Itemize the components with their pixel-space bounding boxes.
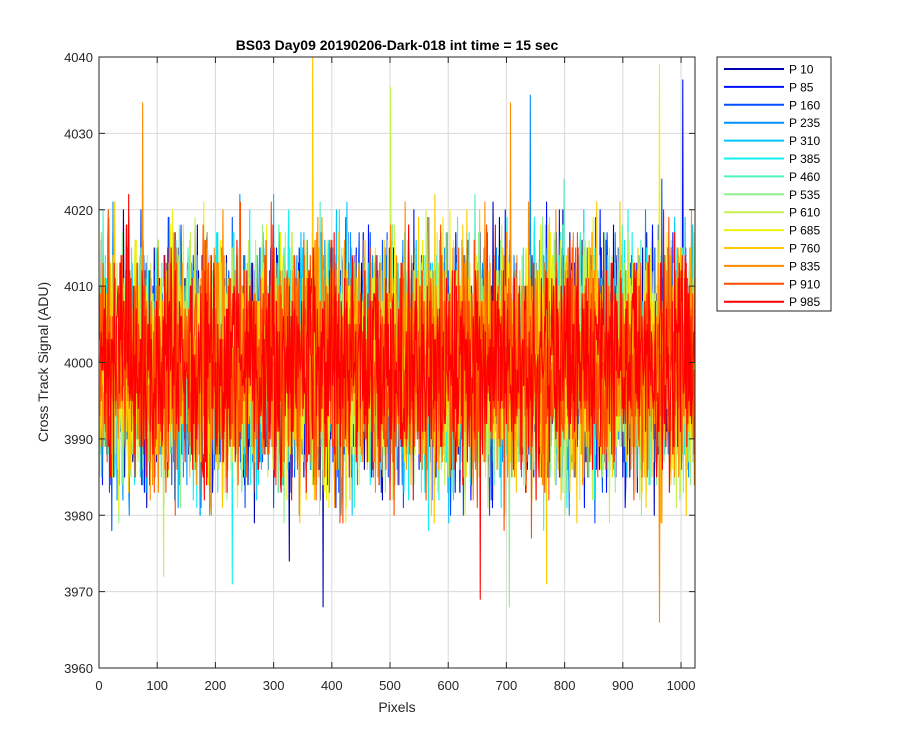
legend-box: [716, 56, 832, 312]
legend[interactable]: P 10 P 85 P 160 P 235 P 310 P 385 P 460 P 535 P …: [716, 56, 832, 312]
legend-item[interactable]: P 835: [724, 259, 820, 273]
x-tick-label: 600: [437, 678, 459, 693]
legend-item[interactable]: P 160: [724, 98, 820, 112]
legend-label: P 910: [789, 277, 820, 291]
y-tick-label: 4030: [64, 126, 93, 141]
legend-item[interactable]: P 235: [724, 116, 820, 130]
legend-label: P 685: [789, 224, 820, 238]
y-tick-label: 3990: [64, 432, 93, 447]
x-axis-label: Pixels: [378, 699, 415, 715]
y-tick-label: 4040: [64, 50, 93, 65]
x-tick-label: 800: [554, 678, 576, 693]
legend-label: P 160: [789, 98, 820, 112]
tick-layer: 0 100 200 300 400 500 600 700 800 900 1000 3960 3970…: [64, 50, 695, 693]
y-tick-label: 3960: [64, 661, 93, 676]
chart-title: BS03 Day09 20190206-Dark-018 int time = …: [236, 37, 559, 53]
legend-label: P 385: [789, 152, 820, 166]
x-tick-label: 200: [205, 678, 227, 693]
legend-item[interactable]: P 760: [724, 242, 820, 256]
legend-item[interactable]: P 10: [724, 63, 814, 77]
legend-items: P 10 P 85 P 160 P 235 P 310 P 385 P 460 P 535 P …: [724, 63, 820, 309]
x-tick-label: 1000: [667, 678, 696, 693]
x-tick-label: 400: [321, 678, 343, 693]
legend-item[interactable]: P 685: [724, 224, 820, 238]
legend-label: P 10: [789, 63, 814, 77]
y-axis-label: Cross Track Signal (ADU): [35, 282, 51, 442]
x-tick-label: 700: [496, 678, 518, 693]
x-tick-label: 0: [95, 678, 102, 693]
x-tick-label: 100: [146, 678, 168, 693]
legend-item[interactable]: P 85: [724, 80, 814, 94]
legend-label: P 985: [789, 295, 820, 309]
x-tick-label: 900: [612, 678, 634, 693]
legend-item[interactable]: P 385: [724, 152, 820, 166]
y-tick-label: 3980: [64, 508, 93, 523]
y-tick-label: 4010: [64, 279, 93, 294]
legend-item[interactable]: P 610: [724, 206, 820, 220]
y-tick-label: 4020: [64, 203, 93, 218]
y-tick-label: 4000: [64, 356, 93, 371]
x-tick-label: 500: [379, 678, 401, 693]
series-line: [99, 193, 696, 600]
series-line: [99, 201, 696, 539]
legend-label: P 610: [789, 206, 820, 220]
legend-label: P 835: [789, 259, 820, 273]
y-tick-label: 3970: [64, 585, 93, 600]
legend-label: P 310: [789, 134, 820, 148]
legend-label: P 535: [789, 188, 820, 202]
legend-label: P 85: [789, 80, 814, 94]
series-layer: [99, 56, 696, 623]
x-tick-label: 300: [263, 678, 285, 693]
legend-item[interactable]: P 535: [724, 188, 820, 202]
legend-label: P 235: [789, 116, 820, 130]
legend-item[interactable]: P 910: [724, 277, 820, 291]
legend-item[interactable]: P 460: [724, 170, 820, 184]
legend-item[interactable]: P 985: [724, 295, 820, 309]
legend-label: P 460: [789, 170, 820, 184]
legend-item[interactable]: P 310: [724, 134, 820, 148]
legend-label: P 760: [789, 242, 820, 256]
